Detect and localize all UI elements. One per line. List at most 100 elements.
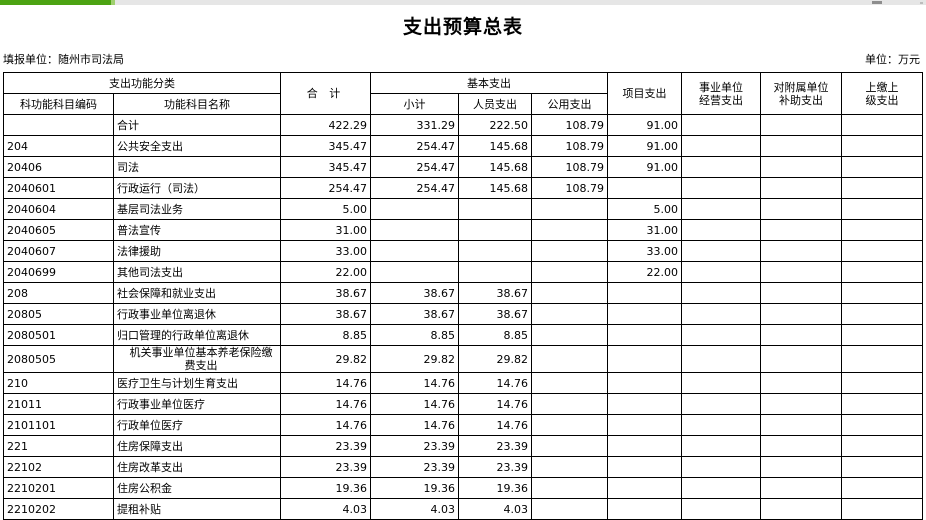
cell-public — [531, 477, 608, 499]
cell-personnel: 4.03 — [458, 498, 532, 520]
meta-row: 填报单位：随州市司法局 单位：万元 — [0, 49, 926, 69]
cell-subsidy — [760, 219, 842, 241]
cell-operating — [681, 477, 761, 499]
cell-public: 108.79 — [531, 135, 608, 157]
cell-total: 22.00 — [280, 261, 371, 283]
table-row[interactable]: 208 社会保障和就业支出 38.67 38.67 38.67 — [3, 282, 923, 304]
cell-superior — [841, 324, 923, 346]
cell-operating — [681, 303, 761, 325]
table-row[interactable]: 2080501 归口管理的行政单位离退休 8.85 8.85 8.85 — [3, 324, 923, 346]
cell-basic-subtotal: 14.76 — [370, 372, 459, 394]
cell-basic-subtotal: 23.39 — [370, 435, 459, 457]
cell-basic-subtotal: 38.67 — [370, 303, 459, 325]
cell-subject-code: 21011 — [3, 393, 114, 415]
table-row[interactable]: 20805 行政事业单位离退休 38.67 38.67 38.67 — [3, 303, 923, 325]
cell-subject-name: 其他司法支出 — [113, 261, 281, 283]
table-header-row-1: 支出功能分类 合 计 基本支出 项目支出 事业单位 经营支出 对附属单位 补助支… — [3, 72, 923, 115]
cell-subject-name: 住房改革支出 — [113, 456, 281, 478]
table-row[interactable]: 20406 司法 345.47 254.47 145.68 108.79 91.00 — [3, 156, 923, 178]
cell-project — [607, 435, 682, 457]
cell-public — [531, 393, 608, 415]
header-subject-code: 科功能科目编码 — [3, 93, 114, 115]
cell-basic-subtotal: 4.03 — [370, 498, 459, 520]
table-row[interactable]: 2040601 行政运行（司法） 254.47 254.47 145.68 108.79 — [3, 177, 923, 199]
table-header-row-2: 科功能科目编码 功能科目名称 小计 人员支出 公用支出 — [3, 93, 923, 115]
cell-subsidy — [760, 198, 842, 220]
cell-subject-code: 2080501 — [3, 324, 114, 346]
table-row[interactable]: 2040699 其他司法支出 22.00 22.00 — [3, 261, 923, 283]
cell-operating — [681, 345, 761, 373]
cell-subject-name: 提租补贴 — [113, 498, 281, 520]
scrollbar-marker[interactable] — [872, 1, 882, 4]
cell-subsidy — [760, 324, 842, 346]
header-institution-operating-line1: 事业单位 — [699, 80, 743, 94]
cell-superior — [841, 282, 923, 304]
cell-subject-name: 机关事业单位基本养老保险缴费支出 — [113, 345, 281, 373]
cell-personnel — [458, 240, 532, 262]
table-row[interactable]: 210 医疗卫生与计划生育支出 14.76 14.76 14.76 — [3, 372, 923, 394]
cell-superior — [841, 114, 923, 136]
table-row[interactable]: 2210201 住房公积金 19.36 19.36 19.36 — [3, 477, 923, 499]
cell-operating — [681, 156, 761, 178]
cell-superior — [841, 393, 923, 415]
cell-operating — [681, 177, 761, 199]
cell-project: 91.00 — [607, 135, 682, 157]
cell-project: 22.00 — [607, 261, 682, 283]
cell-subject-code: 210 — [3, 372, 114, 394]
cell-superior — [841, 135, 923, 157]
table-row[interactable]: 22102 住房改革支出 23.39 23.39 23.39 — [3, 456, 923, 478]
cell-personnel: 145.68 — [458, 177, 532, 199]
table-row[interactable]: 2040605 普法宣传 31.00 31.00 — [3, 219, 923, 241]
cell-total: 29.82 — [280, 345, 371, 373]
cell-total: 38.67 — [280, 282, 371, 304]
cell-subject-name: 住房保障支出 — [113, 435, 281, 457]
cell-operating — [681, 198, 761, 220]
cell-subject-name: 合计 — [113, 114, 281, 136]
cell-basic-subtotal — [370, 198, 459, 220]
cell-public — [531, 345, 608, 373]
cell-subject-code: 20406 — [3, 156, 114, 178]
cell-basic-subtotal: 23.39 — [370, 456, 459, 478]
cell-subsidy — [760, 156, 842, 178]
cell-subsidy — [760, 498, 842, 520]
cell-total: 345.47 — [280, 135, 371, 157]
cell-project: 91.00 — [607, 114, 682, 136]
cell-public: 108.79 — [531, 177, 608, 199]
cell-project — [607, 372, 682, 394]
cell-total: 345.47 — [280, 156, 371, 178]
table-row[interactable]: 合计 422.29 331.29 222.50 108.79 91.00 — [3, 114, 923, 136]
table-row[interactable]: 2040607 法律援助 33.00 33.00 — [3, 240, 923, 262]
cell-operating — [681, 456, 761, 478]
cell-operating — [681, 414, 761, 436]
table-row[interactable]: 21011 行政事业单位医疗 14.76 14.76 14.76 — [3, 393, 923, 415]
cell-project — [607, 477, 682, 499]
cell-subject-name: 司法 — [113, 156, 281, 178]
cell-total: 38.67 — [280, 303, 371, 325]
cell-project — [607, 303, 682, 325]
cell-subject-code: 2040607 — [3, 240, 114, 262]
cell-basic-subtotal — [370, 219, 459, 241]
table-row[interactable]: 2101101 行政单位医疗 14.76 14.76 14.76 — [3, 414, 923, 436]
cell-personnel: 8.85 — [458, 324, 532, 346]
table-row[interactable]: 2040604 基层司法业务 5.00 5.00 — [3, 198, 923, 220]
table-row[interactable]: 2080505 机关事业单位基本养老保险缴费支出 29.82 29.82 29.82 — [3, 345, 923, 373]
cell-operating — [681, 135, 761, 157]
cell-subject-code: 2040601 — [3, 177, 114, 199]
cell-public — [531, 456, 608, 478]
cell-project — [607, 414, 682, 436]
cell-project: 31.00 — [607, 219, 682, 241]
cell-subject-code: 2101101 — [3, 414, 114, 436]
cell-subject-name: 住房公积金 — [113, 477, 281, 499]
cell-personnel: 23.39 — [458, 435, 532, 457]
table-row[interactable]: 204 公共安全支出 345.47 254.47 145.68 108.79 91.00 — [3, 135, 923, 157]
table-row[interactable]: 2210202 提租补贴 4.03 4.03 4.03 — [3, 498, 923, 520]
cell-public — [531, 324, 608, 346]
cell-subject-code: 2040604 — [3, 198, 114, 220]
header-payment-superior-line1: 上缴上 — [865, 80, 899, 94]
loading-progress-cap — [111, 0, 115, 5]
cell-subject-code: 2210201 — [3, 477, 114, 499]
cell-project — [607, 345, 682, 373]
table-row[interactable]: 221 住房保障支出 23.39 23.39 23.39 — [3, 435, 923, 457]
cell-public — [531, 372, 608, 394]
cell-personnel: 19.36 — [458, 477, 532, 499]
